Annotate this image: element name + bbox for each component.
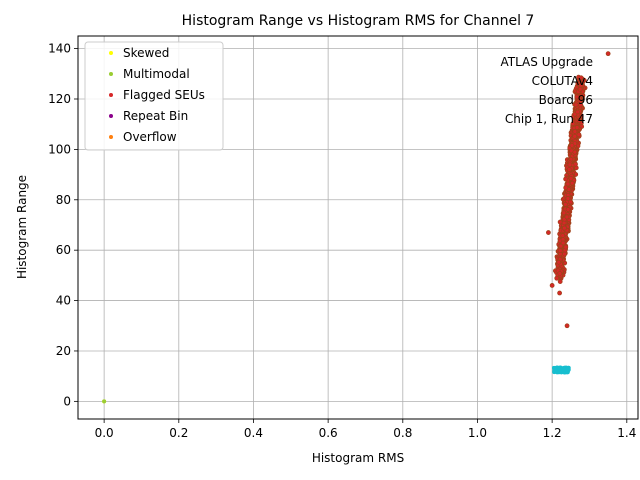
flagged-seus-point [554, 275, 560, 281]
flagged-seus-point [568, 199, 573, 205]
legend-label: Multimodal [123, 67, 190, 81]
legend-marker [109, 51, 113, 55]
flagged-seus-point [572, 129, 578, 134]
axis-ticks: 0.0 0.2 0.4 0.6 0.8 1.0 1.2 1.4 0 20 40 60 80 100 120 1… [48, 42, 636, 440]
normal-point [556, 366, 561, 371]
flagged-seus-point [565, 207, 571, 212]
y-tick-label: 20 [56, 344, 71, 358]
legend-label: Repeat Bin [123, 109, 188, 123]
plot-area-frame [77, 35, 639, 420]
flagged-seus-point [560, 233, 566, 238]
legend-marker [109, 135, 113, 139]
flagged-seus-point [557, 271, 563, 276]
flagged-seus-point [577, 86, 583, 92]
legend-label: Skewed [123, 46, 169, 60]
flagged-seus-point [563, 202, 568, 207]
flagged-seus-point [574, 94, 580, 100]
legend-marker [109, 93, 113, 97]
flagged-seus-point [546, 230, 551, 235]
y-tick-label: 40 [56, 294, 71, 308]
x-tick-label: 0.2 [169, 426, 188, 440]
x-axis-label: Histogram RMS [312, 451, 404, 465]
legend-label: Flagged SEUs [123, 88, 205, 102]
flagged-seus-point [573, 102, 579, 108]
flagged-seus-point [557, 219, 563, 225]
flagged-seus-point [563, 185, 569, 191]
x-tick-label: 1.0 [468, 426, 487, 440]
flagged-seus-point [576, 118, 582, 124]
x-tick-label: 1.4 [617, 426, 636, 440]
flagged-seus-point [575, 109, 580, 115]
flagged-seus-point [558, 243, 564, 249]
chart-title: Histogram Range vs Histogram RMS for Cha… [182, 13, 535, 29]
flagged-seus-point [565, 181, 571, 187]
flagged-seus-point [556, 259, 562, 265]
legend-marker [109, 114, 113, 118]
flagged-seus-point [557, 248, 563, 253]
flagged-seus-point [569, 142, 575, 148]
y-tick-label: 0 [63, 394, 71, 408]
legend-box [84, 41, 224, 151]
flagged-seus-point [560, 240, 566, 246]
y-tick-label: 120 [48, 92, 71, 106]
legend-label: Overflow [123, 130, 177, 144]
legend-marker [109, 72, 113, 76]
annotation-line: Board 96 [539, 93, 593, 107]
flagged-seus-point [561, 210, 567, 216]
flagged-seus-point [568, 176, 574, 181]
legend: Skewed Multimodal Flagged SEUs Repeat Bin Ov… [84, 41, 224, 151]
flagged-seus-point [567, 162, 573, 168]
flagged-seus-point [564, 323, 570, 329]
flagged-seus-point [557, 290, 562, 296]
flagged-seus-point [577, 98, 583, 104]
y-tick-label: 100 [48, 142, 71, 156]
normal-point [561, 366, 566, 371]
y-tick-label: 60 [56, 243, 71, 257]
multimodal-point [102, 399, 107, 404]
flagged-seus-point [605, 51, 611, 57]
x-tick-label: 0.8 [393, 426, 412, 440]
y-tick-label: 80 [56, 193, 71, 207]
y-tick-label: 140 [48, 42, 71, 56]
flagged-seus-point [549, 283, 555, 288]
data-points [102, 51, 611, 404]
x-tick-label: 0.4 [244, 426, 263, 440]
x-tick-label: 0.0 [95, 426, 114, 440]
flagged-seus-point [562, 251, 567, 257]
annotation-line: COLUTAv4 [532, 74, 593, 88]
flagged-seus-point [572, 133, 578, 139]
flagged-seus-point [578, 75, 584, 81]
flagged-seus-point [563, 176, 569, 182]
flagged-seus-point [576, 132, 582, 137]
annotation-line: ATLAS Upgrade [500, 55, 593, 69]
flagged-seus-point [563, 244, 569, 250]
flagged-seus-point [557, 279, 563, 285]
flagged-seus-point [565, 196, 571, 201]
normal-point [565, 369, 570, 374]
x-tick-label: 1.2 [543, 426, 562, 440]
grid-lines [78, 36, 638, 419]
annotation-line: Chip 1, Run 47 [505, 112, 593, 126]
normal-point [553, 369, 558, 374]
flagged-seus-point [561, 225, 567, 231]
flagged-seus-point [574, 125, 580, 130]
flagged-seus-point [572, 149, 578, 155]
annotation-text: ATLAS Upgrade COLUTAv4 Board 96 Chip 1, Run… [500, 55, 593, 126]
flagged-seus-point [566, 167, 572, 172]
flagged-seus-point [564, 214, 570, 220]
normal-point [566, 365, 571, 370]
flagged-seus-point [570, 121, 576, 127]
flagged-seus-point [569, 180, 575, 186]
x-tick-label: 0.6 [319, 426, 338, 440]
y-axis-label: Histogram Range [15, 175, 29, 279]
